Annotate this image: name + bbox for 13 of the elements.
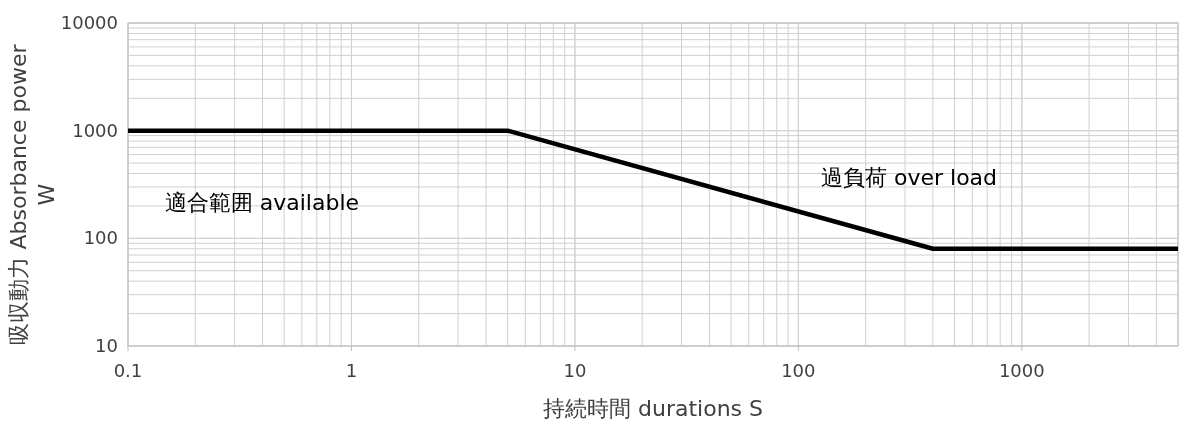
x-tick-label: 100 [781, 360, 816, 381]
y-tick-label: 10000 [60, 12, 118, 33]
x-tick-label: 10 [563, 360, 587, 381]
y-axis-title: 吸収動力 Absorbance power W [6, 43, 59, 345]
x-axis-title: 持続時間 durations S [543, 396, 763, 421]
x-tick-label: 0.1 [113, 360, 143, 381]
annotation: 過負荷 over load [821, 164, 998, 190]
y-tick-label: 1000 [72, 119, 118, 141]
x-tick-label: 1 [345, 360, 358, 381]
y-tick-label: 10 [95, 335, 118, 356]
y-tick-label: 100 [83, 227, 118, 249]
annotation: 適合範囲 available [164, 190, 360, 216]
x-tick-label: 1000 [998, 360, 1045, 381]
